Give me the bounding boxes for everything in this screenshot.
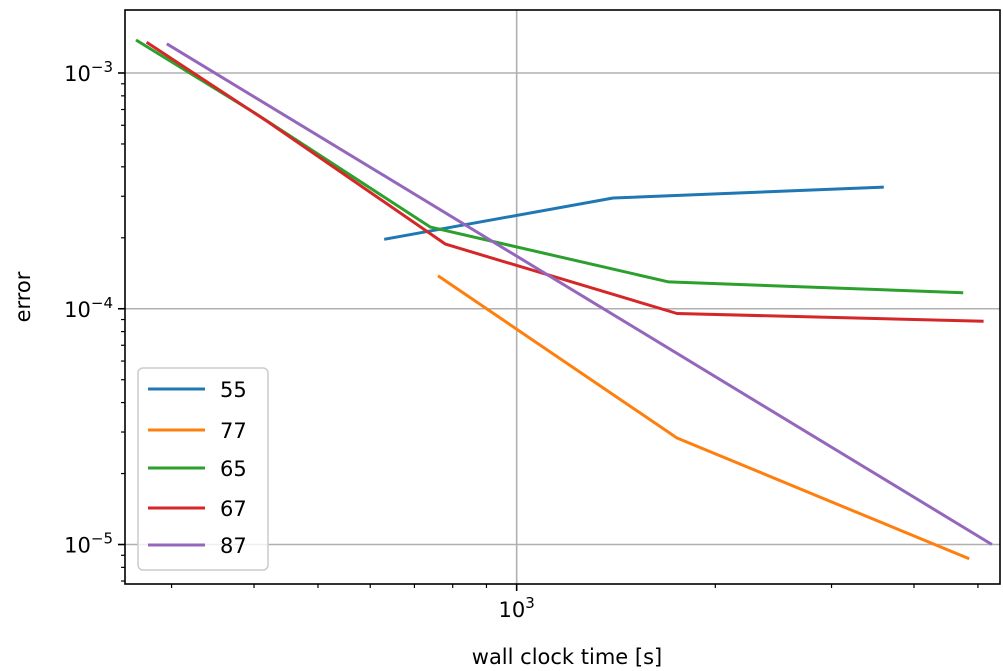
legend-label: 77	[220, 419, 247, 443]
series-layer	[135, 38, 993, 561]
tick-layer: 103 10−3 10−4 10−5	[64, 58, 979, 622]
y-tick-label: 10−5	[64, 530, 113, 558]
x-axis-label: wall clock time [s]	[472, 645, 662, 669]
series-line-67	[145, 41, 984, 323]
legend-label: 65	[220, 457, 247, 481]
legend-entry: 87	[148, 534, 247, 558]
y-axis-label: error	[11, 271, 35, 322]
x-tick-label: 103	[499, 594, 535, 622]
series-line-55	[383, 185, 884, 241]
series-line-77	[437, 274, 970, 561]
legend-label: 87	[220, 534, 247, 558]
legend-label: 55	[220, 378, 247, 402]
y-tick-label: 10−3	[64, 58, 113, 86]
legend-entry: 67	[148, 497, 247, 521]
legend-entry: 65	[148, 457, 247, 481]
series-line-87	[166, 42, 993, 546]
grid-layer	[125, 10, 1000, 584]
plot-frame	[124, 9, 1001, 585]
legend-entry: 77	[148, 419, 247, 443]
y-tick-label: 10−4	[64, 294, 113, 322]
legend-entry: 55	[148, 378, 247, 402]
legend-label: 67	[220, 497, 247, 521]
legend: 55 77 65 67 87	[137, 367, 269, 571]
